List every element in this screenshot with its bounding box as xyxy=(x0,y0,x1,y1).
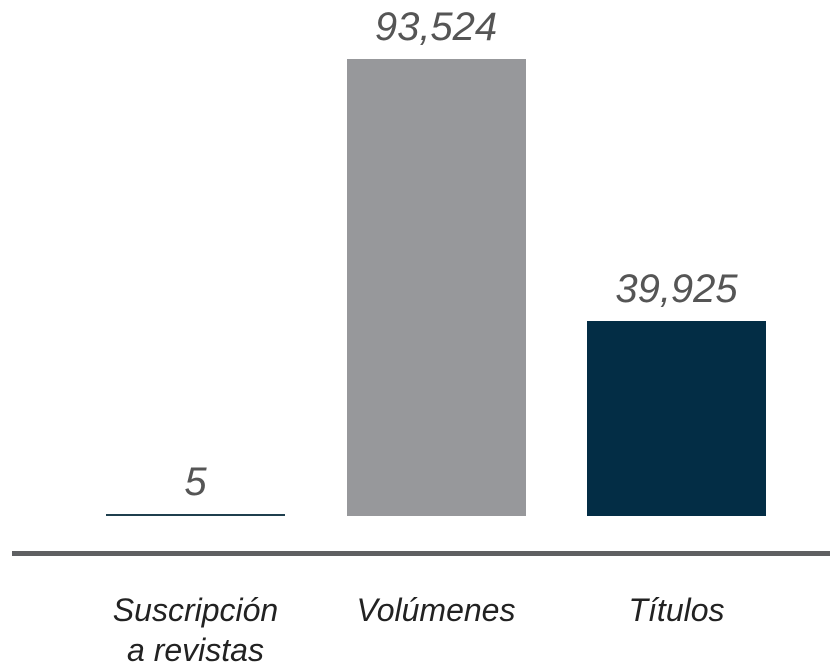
category-label: Suscripción a revistas xyxy=(112,592,279,668)
bar xyxy=(106,514,285,516)
value-label: 39,925 xyxy=(615,266,738,311)
value-label: 93,524 xyxy=(374,5,498,49)
category-label: Títulos xyxy=(628,592,725,628)
bar xyxy=(346,59,526,516)
category-label: Volúmenes xyxy=(356,592,516,628)
value-label: 5 xyxy=(184,460,207,504)
bar xyxy=(587,320,766,516)
axis-line xyxy=(12,551,830,556)
